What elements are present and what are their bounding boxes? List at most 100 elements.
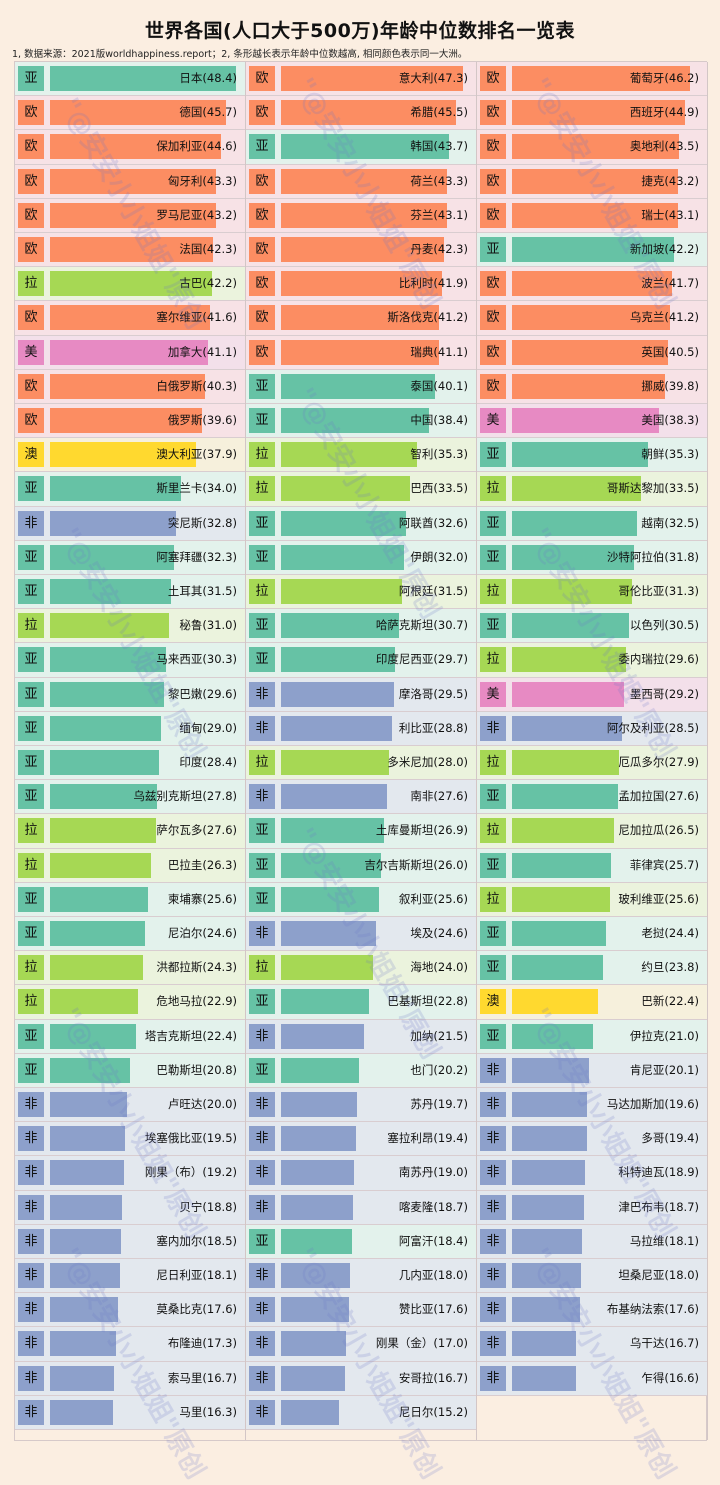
bar [50, 339, 208, 365]
bar-row: 欧 保加利亚(44.6) [15, 130, 245, 165]
bar-row: 亚 缅甸(29.0) [15, 711, 245, 746]
continent-badge: 拉 [18, 955, 44, 981]
bar [512, 305, 671, 331]
bar-label: 巴新(22.4) [641, 994, 699, 1009]
bar-label: 卢旺达(20.0) [167, 1097, 237, 1111]
bar-label: 印度尼西亚(29.7) [375, 652, 468, 667]
bar [50, 852, 152, 878]
bar [281, 1160, 355, 1186]
bar [281, 408, 429, 433]
bar-row: 亚 尼泊尔(24.6) [15, 917, 245, 952]
bar-label: 尼加拉瓜(26.5) [618, 823, 699, 838]
bar-row: 非 塞内加尔(18.5) [15, 1224, 245, 1259]
bar [512, 1057, 590, 1083]
continent-badge: 亚 [18, 1057, 44, 1083]
continent-badge: 非 [480, 1365, 506, 1391]
bar-row: 亚 也门(20.2) [246, 1053, 476, 1088]
bar-label: 索马里(16.7) [167, 1370, 237, 1385]
bar-row: 欧 波兰(41.7) [477, 267, 707, 302]
bar-label: 法国(42.3) [179, 242, 237, 256]
bar-label: 澳大利亚(37.9) [156, 447, 237, 462]
bar-label: 巴拉圭(26.3) [167, 857, 237, 872]
bar-row: 非 尼日尔(15.2) [246, 1395, 476, 1430]
bar-row: 非 苏丹(19.7) [246, 1088, 476, 1123]
bar [50, 750, 160, 775]
continent-badge: 欧 [18, 373, 44, 399]
continent-badge: 非 [480, 1092, 506, 1117]
bar [512, 476, 641, 502]
bar-label: 瑞士(43.1) [641, 207, 699, 222]
continent-badge: 亚 [249, 852, 275, 878]
continent-badge: 非 [480, 1057, 506, 1083]
bar-row: 非 乌干达(16.7) [477, 1327, 707, 1362]
continent-badge: 非 [480, 1263, 506, 1288]
bar-row: 亚 阿联酋(32.6) [246, 506, 476, 541]
bar-label: 捷克(43.2) [641, 173, 699, 188]
bar-row: 亚 塔吉克斯坦(22.4) [15, 1019, 245, 1054]
bar [512, 66, 690, 91]
bar-row: 拉 阿根廷(31.5) [246, 575, 476, 610]
bar [281, 750, 389, 775]
continent-badge: 亚 [249, 510, 275, 536]
bar-row: 亚 吉尔吉斯斯坦(26.0) [246, 848, 476, 883]
bar [512, 202, 678, 228]
continent-badge: 亚 [480, 955, 506, 981]
bar-row: 欧 法国(42.3) [15, 233, 245, 268]
bar-label: 芬兰(43.1) [410, 207, 468, 222]
continent-badge: 欧 [249, 66, 275, 91]
bar-label: 玻利维亚(25.6) [618, 891, 699, 906]
bar-row: 亚 柬埔寨(25.6) [15, 882, 245, 917]
bar [512, 1126, 587, 1152]
bar-label: 贝宁(18.8) [179, 1199, 237, 1214]
bar-label: 保加利亚(44.6) [156, 139, 237, 154]
bar [281, 476, 410, 502]
bar-label: 白俄罗斯(40.3) [156, 378, 237, 393]
bar-label: 阿塞拜疆(32.3) [156, 549, 237, 564]
continent-badge: 非 [249, 681, 275, 707]
bar-row: 亚 阿塞拜疆(32.3) [15, 540, 245, 575]
bar-row: 亚 土库曼斯坦(26.9) [246, 814, 476, 849]
bar [512, 442, 648, 468]
bar-row: 拉 智利(35.3) [246, 438, 476, 473]
bar-label: 黎巴嫩(29.6) [167, 686, 237, 701]
bar [281, 168, 448, 194]
continent-badge: 非 [18, 1297, 44, 1323]
continent-badge: 拉 [18, 271, 44, 297]
bar-row: 非 肯尼亚(20.1) [477, 1053, 707, 1088]
bar-row: 非 科特迪瓦(18.9) [477, 1156, 707, 1191]
continent-badge: 亚 [480, 237, 506, 262]
bar [50, 168, 217, 194]
bar-label: 赞比亚(17.6) [398, 1302, 468, 1317]
continent-badge: 亚 [249, 408, 275, 433]
continent-badge: 非 [480, 1160, 506, 1186]
bar-row: 亚 韩国(43.7) [246, 130, 476, 165]
bar-row: 亚 约旦(23.8) [477, 951, 707, 986]
bar-label: 埃及(24.6) [410, 926, 468, 940]
bar-label: 新加坡(42.2) [629, 242, 699, 256]
continent-badge: 非 [249, 1263, 275, 1288]
bar-label: 菲律宾(25.7) [629, 857, 699, 872]
continent-badge: 亚 [18, 647, 44, 673]
bar-row: 欧 希腊(45.5) [246, 96, 476, 131]
bar-row: 亚 叙利亚(25.6) [246, 882, 476, 917]
bar-label: 罗马尼亚(43.2) [156, 207, 237, 222]
bar [281, 715, 392, 741]
bar [512, 1365, 576, 1391]
bar-label: 中国(38.4) [410, 413, 468, 427]
bar-row: 欧 丹麦(42.3) [246, 233, 476, 268]
bar-label: 塔吉克斯坦(22.4) [144, 1028, 237, 1043]
bar [281, 339, 439, 365]
continent-badge: 非 [249, 715, 275, 741]
continent-badge: 亚 [249, 373, 275, 399]
continent-badge: 亚 [480, 1023, 506, 1049]
continent-badge: 非 [18, 1228, 44, 1254]
bar-label: 希腊(45.5) [410, 105, 468, 120]
continent-badge: 亚 [249, 1228, 275, 1254]
bar-row: 拉 洪都拉斯(24.3) [15, 951, 245, 986]
continent-badge: 非 [249, 1365, 275, 1391]
bar [512, 1263, 582, 1288]
bar [512, 750, 620, 775]
chart-column-2: 欧意大利(47.3) 欧希腊(45.5) 亚韩国(43.7) 欧荷兰(43.3) 欧芬兰… [246, 62, 477, 1440]
bar [281, 1399, 340, 1425]
bar-label: 乌干达(16.7) [629, 1336, 699, 1351]
